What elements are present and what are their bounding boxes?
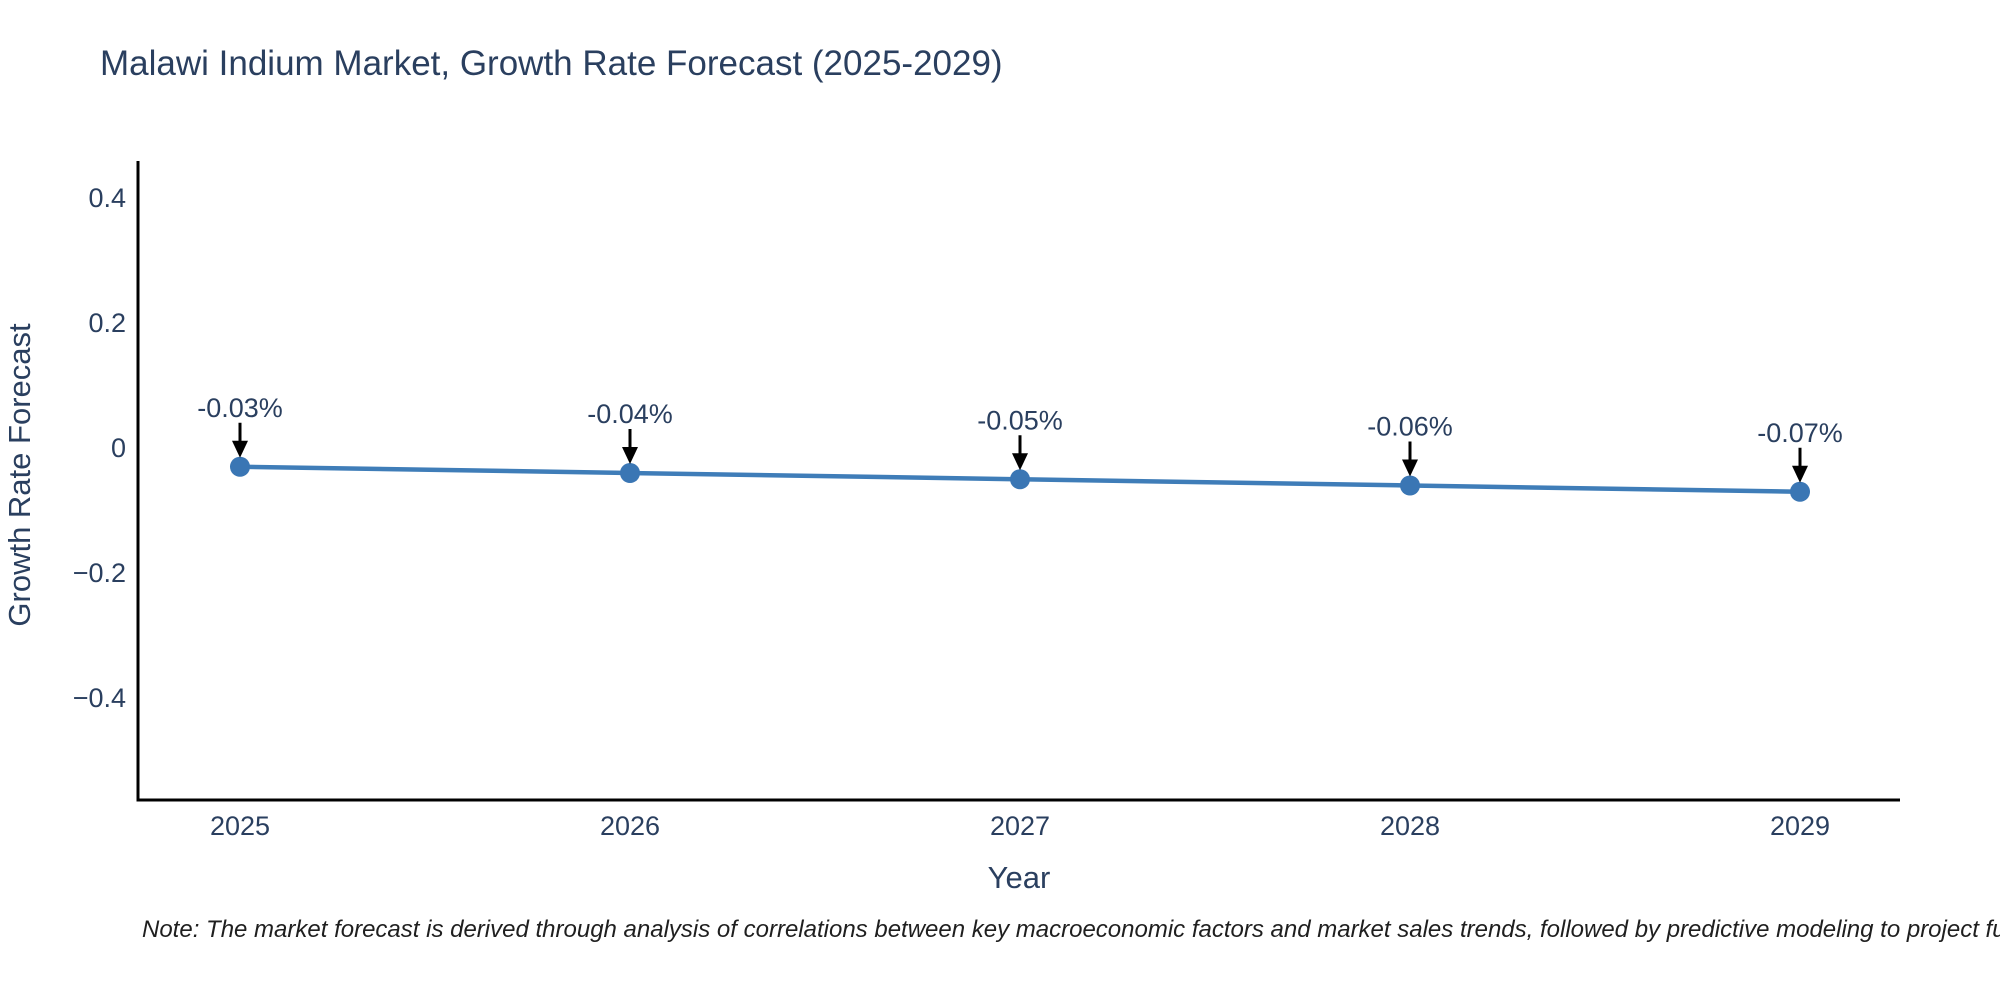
data-point-marker[interactable] bbox=[620, 463, 640, 483]
data-point-marker[interactable] bbox=[1790, 481, 1810, 502]
y-tick-label: 0 bbox=[111, 433, 126, 463]
annotation-label: -0.03% bbox=[197, 393, 283, 423]
data-point-marker[interactable] bbox=[1010, 469, 1030, 490]
annotation-arrow-head bbox=[1012, 453, 1028, 471]
annotation-arrow-head bbox=[1402, 459, 1418, 477]
annotation-arrow-head bbox=[1792, 465, 1808, 483]
x-tick-label: 2027 bbox=[990, 811, 1050, 841]
y-tick-label: −0.4 bbox=[73, 683, 126, 713]
y-tick-label: 0.4 bbox=[88, 183, 126, 213]
footnote: Note: The market forecast is derived thr… bbox=[142, 916, 2000, 943]
chart-title: Malawi Indium Market, Growth Rate Foreca… bbox=[100, 44, 1003, 83]
x-tick-label: 2025 bbox=[210, 811, 270, 841]
annotation-arrow-head bbox=[622, 447, 638, 464]
x-tick-label: 2028 bbox=[1380, 811, 1440, 841]
y-tick-label: 0.2 bbox=[88, 308, 126, 338]
x-axis-title: Year bbox=[988, 860, 1051, 895]
y-tick-label: −0.2 bbox=[73, 558, 126, 588]
y-axis-title: Growth Rate Forecast bbox=[2, 323, 37, 627]
data-point-marker[interactable] bbox=[230, 456, 250, 477]
annotation-label: -0.07% bbox=[1757, 418, 1843, 448]
annotation-arrow-head bbox=[232, 440, 248, 458]
annotation-label: -0.04% bbox=[587, 399, 673, 429]
x-tick-label: 2026 bbox=[600, 811, 660, 841]
annotation-label: -0.05% bbox=[977, 405, 1063, 435]
x-tick-label: 2029 bbox=[1770, 811, 1830, 841]
annotation-label: -0.06% bbox=[1367, 412, 1453, 442]
data-point-marker[interactable] bbox=[1400, 475, 1420, 496]
